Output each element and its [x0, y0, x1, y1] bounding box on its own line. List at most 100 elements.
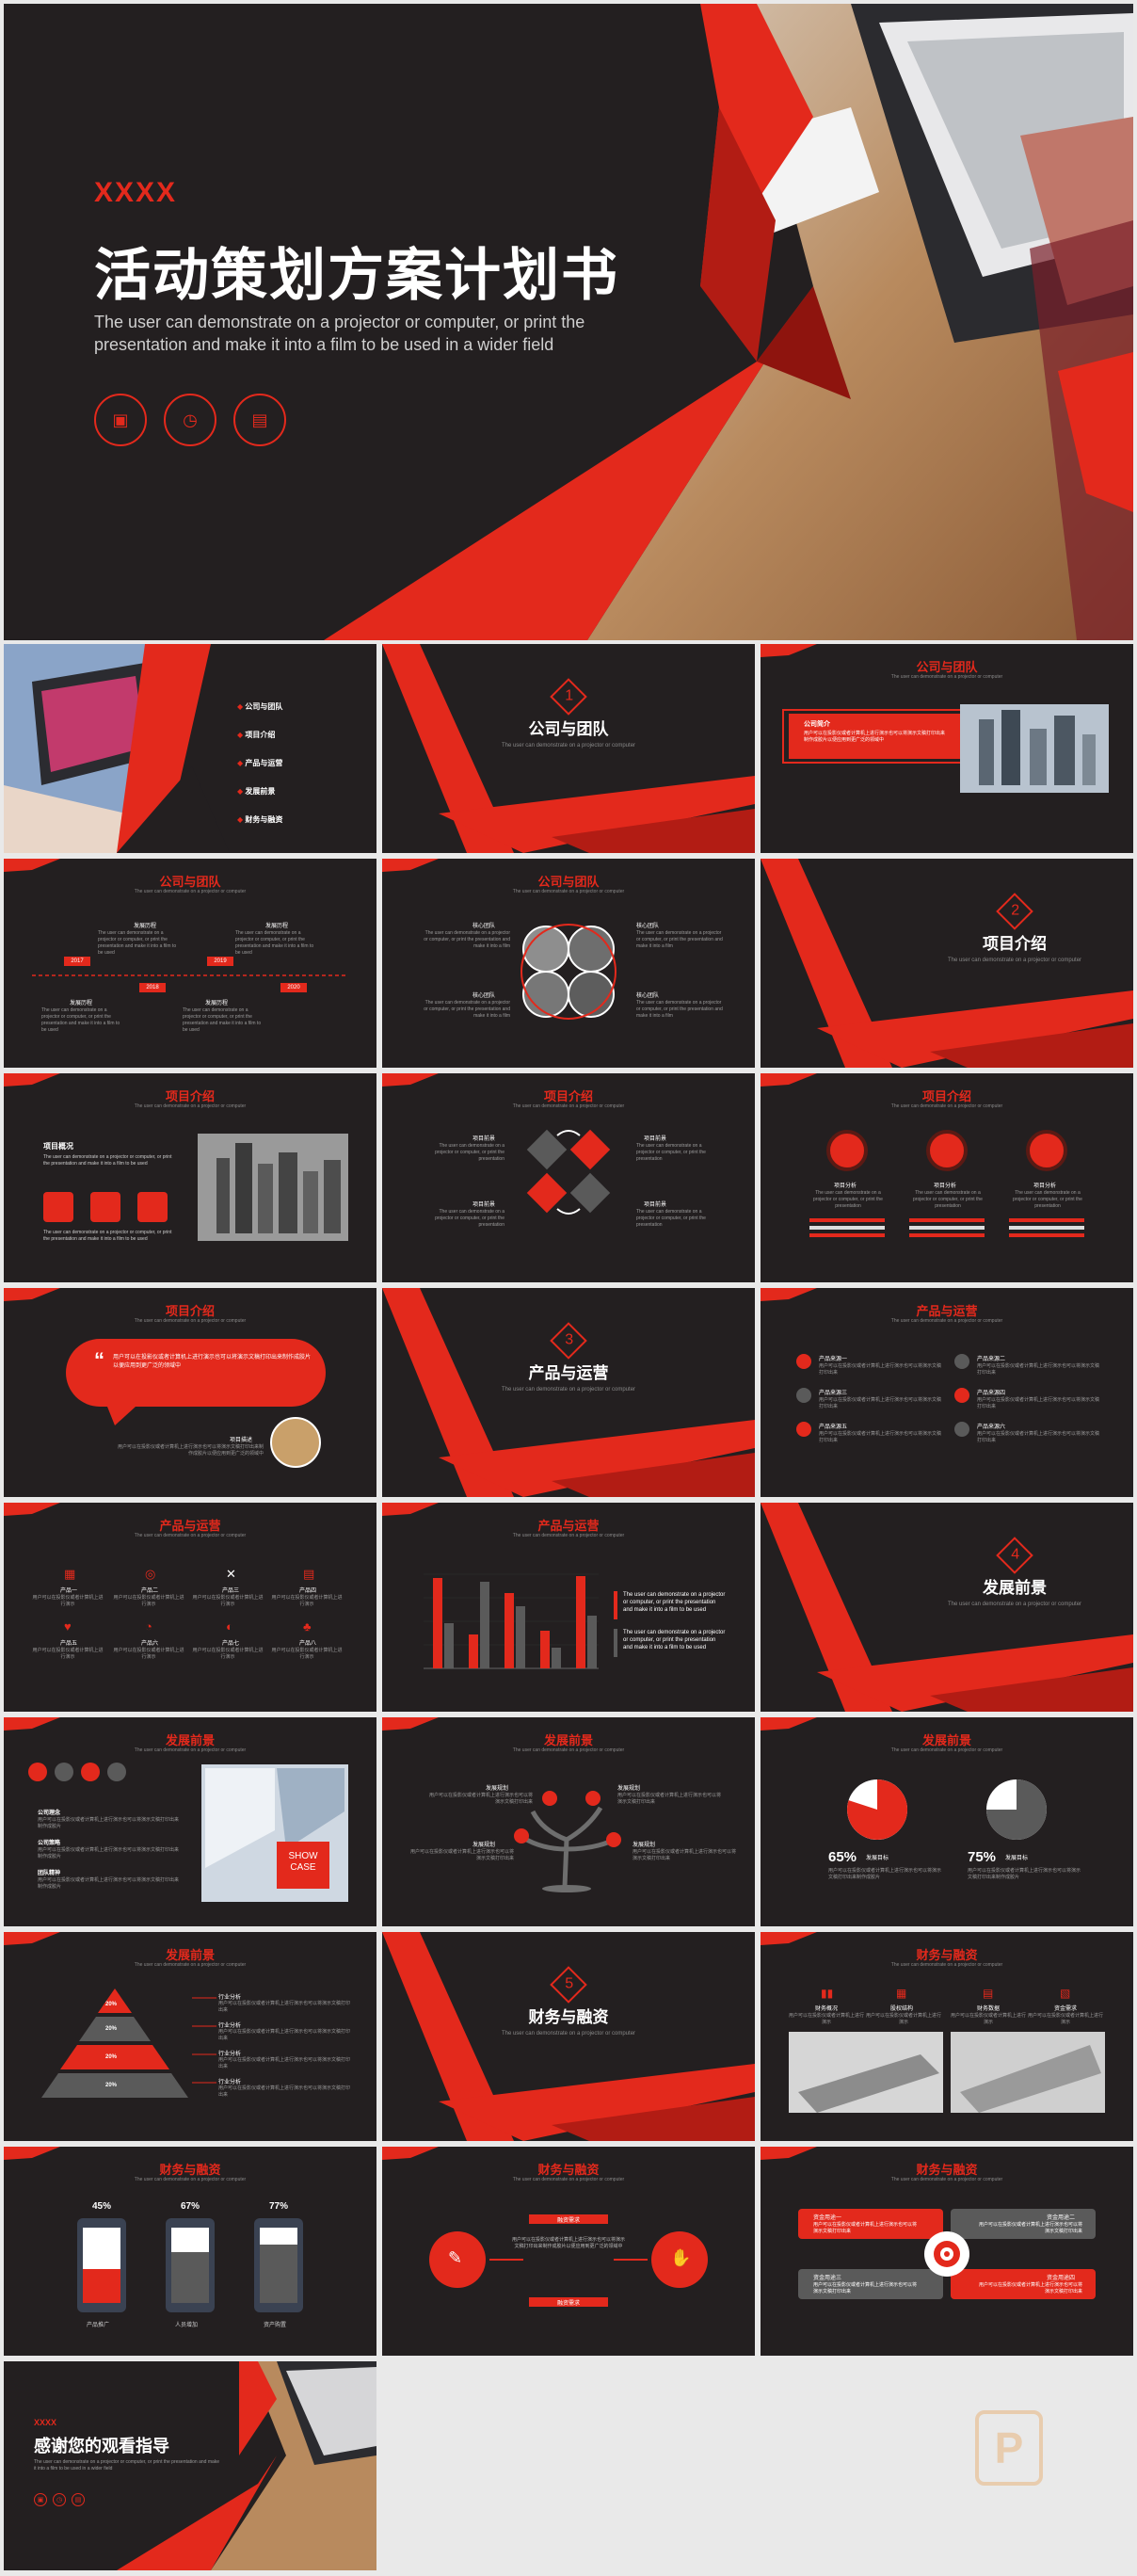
project-analysis-slide[interactable]: 项目介绍 The user can demonstrate on a proje… [761, 1073, 1133, 1282]
cycle-text: The user can demonstrate on a projector … [636, 1209, 706, 1228]
plan-text: 用户可以在投影仪或者计算机上进行演示也可以将演示文稿打印出来 [617, 1793, 722, 1805]
section-slide-3[interactable]: 3 产品与运营 The user can demonstrate on a pr… [382, 1288, 755, 1497]
toc-item[interactable]: ◆ 财务与融资 [237, 815, 283, 824]
section-background [382, 1288, 755, 1497]
plan-label: 发展规划 [633, 1843, 656, 1848]
industry-pyramid-slide[interactable]: 发展前景 The user can demonstrate on a proje… [4, 1932, 376, 2141]
save-icon[interactable]: ▣ [34, 2493, 47, 2506]
finance-icon: ▮▮ [821, 1987, 834, 2000]
toc-item[interactable]: ◆ 公司与团队 [237, 702, 283, 711]
product-icon: ◎ [145, 1567, 156, 1581]
goal-text: 用户可以在投影仪或者计算机上进行演示也可以将演示文稿打印出来制作成胶片 [968, 1868, 1081, 1880]
slide-header: 财务与融资 [537, 2163, 600, 2177]
product-icon: ♥ [64, 1619, 72, 1634]
philosophy-slide[interactable]: 发展前景 The user can demonstrate on a proje… [4, 1717, 376, 1926]
slide-subheader: The user can demonstrate on a projector … [134, 889, 247, 894]
timeline-slide[interactable]: 公司与团队 The user can demonstrate on a proj… [4, 859, 376, 1068]
funding-bottom-label: 融资需求 [556, 2301, 580, 2307]
fund-label: 资产购置 [264, 2323, 287, 2328]
chart-desc: The user can demonstrate on a projector … [623, 1592, 726, 1613]
finance-text: 用户可以在投影仪或者计算机上进行演示 [866, 2013, 942, 2025]
product-text: 用户可以在投影仪或者计算机上进行演示 [113, 1648, 184, 1660]
slide-header: 项目介绍 [165, 1304, 215, 1318]
ending-brand: XXXX [34, 2418, 57, 2427]
funding-needs-slide[interactable]: 财务与融资 The user can demonstrate on a proj… [382, 2147, 755, 2356]
cover-brand: XXXX [94, 177, 178, 208]
team-label: 核心团队 [636, 924, 660, 929]
quote-text: 用户可以在投影仪或者计算机上进行演示也可以将演示文稿打印出来制作成胶片以便应用到… [113, 1355, 312, 1369]
core-team-slide[interactable]: 公司与团队 The user can demonstrate on a proj… [382, 859, 755, 1068]
philosophy-text: 用户可以在投影仪或者计算机上进行演示也可以将演示文稿打印出来制作成胶片 [38, 1847, 180, 1860]
company-intro-slide[interactable]: 公司与团队 The user can demonstrate on a proj… [761, 644, 1133, 853]
slide-header: 发展前景 [165, 1733, 215, 1747]
project-cycle-slide[interactable]: 项目介绍 The user can demonstrate on a proje… [382, 1073, 755, 1282]
finance-label: 财务数据 [977, 2006, 1001, 2012]
slide-header: 发展前景 [165, 1948, 215, 1962]
product-label: 产品七 [222, 1641, 240, 1647]
section-title: 公司与团队 [528, 720, 609, 738]
quote-desc: 用户可以在投影仪或者计算机上进行演示也可以将演示文稿打印出来制作成胶片以便应用到… [117, 1444, 264, 1457]
slide-subheader: The user can demonstrate on a projector … [890, 1103, 1003, 1109]
source-text: 用户可以在投影仪或者计算机上进行演示也可以将演示文稿打印出来 [977, 1397, 1100, 1409]
usage-text: 用户可以在投影仪或者计算机上进行演示也可以将演示文稿打印出来 [979, 2222, 1083, 2234]
edit-icon: ✎ [448, 2248, 463, 2267]
fund-usage-slide[interactable]: 财务与融资 The user can demonstrate on a proj… [761, 2147, 1133, 2356]
finance-label: 财务概况 [815, 2006, 839, 2012]
industry-text: 用户可以在投影仪或者计算机上进行演示也可以将演示文稿打印出来 [218, 2029, 351, 2041]
team-text: The user can demonstrate on a projector … [424, 930, 510, 949]
pyramid-percent: 20% [105, 2083, 118, 2088]
ending-text: The user can demonstrate on a projector … [34, 2459, 220, 2471]
chart-desc: The user can demonstrate on a projector … [623, 1630, 726, 1650]
save-icon[interactable]: ▣ [94, 394, 147, 446]
toc-item[interactable]: ◆ 产品与运营 [237, 759, 283, 767]
cover-slide[interactable]: XXXX 活动策划方案计划书 The user can demonstrate … [4, 4, 1133, 640]
bar-chart-slide[interactable]: 产品与运营 The user can demonstrate on a proj… [382, 1503, 755, 1712]
cycle-text: The user can demonstrate on a projector … [435, 1143, 504, 1162]
section-caption: The user can demonstrate on a projector … [501, 1387, 636, 1393]
section-slide-4[interactable]: 4 发展前景 The user can demonstrate on a pro… [761, 1503, 1133, 1712]
slide-subheader: The user can demonstrate on a projector … [134, 1318, 247, 1324]
development-tree-slide[interactable]: 发展前景 The user can demonstrate on a proje… [382, 1717, 755, 1926]
goal-text: 用户可以在投影仪或者计算机上进行演示也可以将演示文稿打印出来制作成胶片 [828, 1868, 942, 1880]
timer-icon[interactable]: ◷ [53, 2493, 66, 2506]
slide-subheader: The user can demonstrate on a projector … [134, 1962, 247, 1968]
toc-item[interactable]: ◆ 项目介绍 [237, 731, 276, 739]
section-caption: The user can demonstrate on a projector … [947, 958, 1082, 963]
source-label: 产品来源三 [819, 1391, 848, 1396]
source-text: 用户可以在投影仪或者计算机上进行演示也可以将演示文稿打印出来 [819, 1431, 942, 1443]
project-overview-slide[interactable]: 项目介绍 The user can demonstrate on a proje… [4, 1073, 376, 1282]
presentation-icon[interactable]: ▤ [233, 394, 286, 446]
section-slide-5[interactable]: 5 财务与融资 The user can demonstrate on a pr… [382, 1932, 755, 2141]
ending-slide[interactable]: XXXX 感谢您的观看指导 The user can demonstrate o… [4, 2361, 376, 2570]
product-icon: ♣ [303, 1619, 312, 1634]
fund-allocation-slide[interactable]: 财务与融资 The user can demonstrate on a proj… [4, 2147, 376, 2356]
philosophy-text: 用户可以在投影仪或者计算机上进行演示也可以将演示文稿打印出来制作成胶片 [38, 1817, 180, 1829]
slide-header: 项目介绍 [921, 1089, 971, 1103]
section-slide-2[interactable]: 2 项目介绍 The user can demonstrate on a pro… [761, 859, 1133, 1068]
intro-text: 用户可以在投影仪或者计算机上进行演示也可以将演示文稿打印出来制作成胶片以便应用到… [804, 731, 946, 743]
industry-label: 行业分析 [218, 1995, 242, 2001]
finance-overview-slide[interactable]: 财务与融资 The user can demonstrate on a proj… [761, 1932, 1133, 2141]
year-badge: 2019 [207, 957, 233, 966]
product-source-slide[interactable]: 产品与运营 The user can demonstrate on a proj… [761, 1288, 1133, 1497]
section-caption: The user can demonstrate on a projector … [947, 1602, 1082, 1607]
slide-header: 发展前景 [921, 1733, 971, 1747]
slide-subheader: The user can demonstrate on a projector … [512, 1747, 625, 1753]
ending-background [117, 2361, 376, 2570]
presentation-icon[interactable]: ▤ [72, 2493, 85, 2506]
slide-subheader: The user can demonstrate on a projector … [890, 674, 1003, 680]
section-caption: The user can demonstrate on a projector … [501, 2031, 636, 2037]
product-grid-slide[interactable]: 产品与运营 The user can demonstrate on a proj… [4, 1503, 376, 1712]
goals-pie-slide[interactable]: 发展前景 The user can demonstrate on a proje… [761, 1717, 1133, 1926]
product-label: 产品八 [299, 1641, 317, 1647]
toc-item[interactable]: ◆ 发展前景 [237, 787, 276, 796]
timer-icon[interactable]: ◷ [164, 394, 216, 446]
project-quote-slide[interactable]: 项目介绍 The user can demonstrate on a proje… [4, 1288, 376, 1497]
product-text: 用户可以在投影仪或者计算机上进行演示 [192, 1648, 264, 1660]
slide-subheader: The user can demonstrate on a projector … [512, 889, 625, 894]
section-slide-1[interactable]: 1 公司与团队 The user can demonstrate on a pr… [382, 644, 755, 853]
toc-slide[interactable]: ◆ 公司与团队 ◆ 项目介绍 ◆ 产品与运营 ◆ 发展前景 ◆ 财务与融资 [4, 644, 376, 853]
finance-text: 用户可以在投影仪或者计算机上进行演示 [1028, 2013, 1104, 2025]
slide-header: 项目介绍 [543, 1089, 593, 1103]
industry-text: 用户可以在投影仪或者计算机上进行演示也可以将演示文稿打印出来 [218, 2001, 351, 2013]
